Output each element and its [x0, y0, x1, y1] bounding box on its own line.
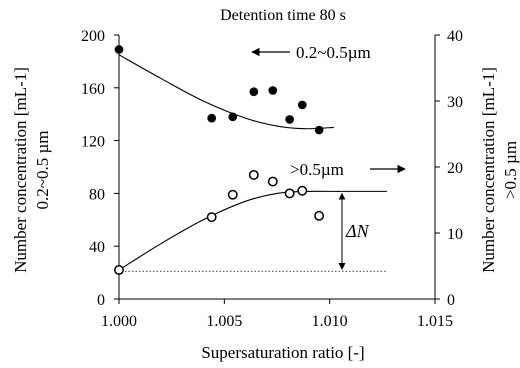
right-tick-label: 20	[447, 160, 463, 177]
point-large-particles	[114, 265, 124, 275]
label-large-particles: >0.5µm	[290, 160, 344, 179]
point-large-particles	[297, 185, 308, 196]
trend-line-series-1	[118, 190, 341, 271]
left-tick-label: 0	[97, 292, 105, 309]
right-axis-title-line2: >0.5 µm	[501, 141, 520, 199]
x-tick-label: 1.010	[312, 313, 348, 330]
annotations: 0.2~0.5µm >0.5µm ΔN	[125, 43, 406, 272]
right-tick-label: 0	[447, 292, 455, 309]
left-tick-label: 40	[89, 239, 105, 256]
tick-labels: 1.000 1.005 1.010 1.015 0 40 80 120 160 200 0 10 20 3…	[81, 28, 463, 330]
point-small-particles	[268, 86, 278, 95]
chart-title: Detention time 80 s	[220, 7, 346, 24]
label-small-particles: 0.2~0.5µm	[296, 43, 371, 62]
right-tick-label: 30	[447, 94, 463, 111]
left-axis-title-line1: Number concentration [mL-1]	[11, 67, 30, 273]
point-large-particles	[267, 176, 278, 187]
left-axis-title: Number concentration [mL-1] 0.2~0.5 µm	[11, 67, 52, 273]
delta-n-label: ΔN	[345, 221, 370, 241]
data-points	[114, 45, 325, 275]
point-small-particles	[297, 100, 307, 110]
point-small-particles	[314, 125, 324, 135]
x-tick-label: 1.000	[101, 313, 137, 330]
left-axis-title-line2: 0.2~0.5 µm	[33, 131, 52, 210]
axes	[114, 34, 440, 304]
left-tick-label: 80	[89, 186, 105, 203]
point-small-particles	[114, 45, 124, 54]
right-axis-title: Number concentration [mL-1] >0.5 µm	[479, 67, 520, 273]
point-large-particles	[284, 188, 295, 199]
point-large-particles	[206, 212, 217, 223]
right-tick-label: 10	[447, 226, 463, 243]
point-large-particles	[227, 189, 238, 200]
trend-line-series-0	[118, 54, 334, 130]
x-tick-label: 1.005	[206, 313, 242, 330]
right-tick-label: 40	[447, 28, 463, 45]
point-large-particles	[248, 169, 259, 180]
right-axis-title-line1: Number concentration [mL-1]	[479, 67, 498, 273]
left-tick-label: 160	[81, 81, 105, 98]
point-small-particles	[285, 115, 294, 124]
x-axis-title: Supersaturation ratio [-]	[201, 343, 364, 362]
point-small-particles	[207, 113, 217, 123]
point-small-particles	[228, 112, 238, 122]
left-tick-label: 200	[81, 28, 105, 45]
point-large-particles	[314, 210, 325, 221]
left-tick-label: 120	[81, 134, 105, 151]
point-small-particles	[249, 87, 259, 97]
x-tick-label: 1.015	[417, 313, 453, 330]
